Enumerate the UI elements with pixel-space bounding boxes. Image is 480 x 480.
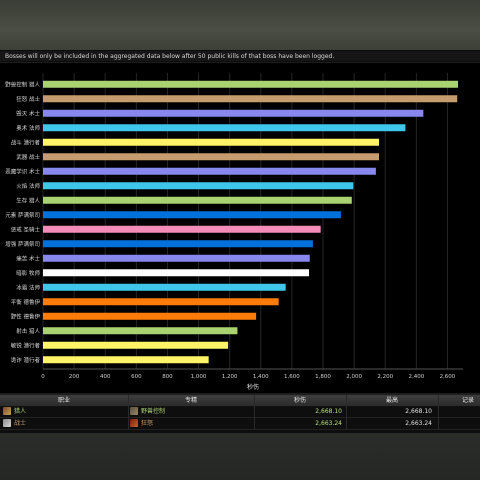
bar [43, 283, 286, 291]
bar-label: 诡诈 潜行者 [11, 356, 41, 364]
ranking-table: 职业 专精 秒伤 最高 记录 猎人 野兽控制 2,668.10 2,668.10… [0, 395, 480, 433]
hunter-icon [3, 407, 11, 415]
aggregation-notice: Bosses will only be included in the aggr… [0, 50, 480, 62]
tick-label: 200 [69, 374, 80, 380]
bar-label: 武器 战士 [16, 153, 40, 161]
bar-label: 射击 猎人 [16, 327, 40, 335]
bar [43, 211, 341, 219]
tick-label: 1,400 [253, 374, 269, 380]
bar-label: 冰霜 法师 [16, 283, 40, 291]
bar-label: 火焰 法师 [16, 182, 40, 190]
column-divider [346, 395, 347, 429]
header-spec[interactable]: 专精 [184, 397, 197, 404]
bar-label: 恶魔学识 术士 [5, 167, 40, 175]
bar [43, 225, 321, 233]
bar-label: 惩戒 圣骑士 [11, 225, 41, 233]
header-max[interactable]: 最高 [385, 397, 398, 404]
bar-label: 战斗 潜行者 [11, 138, 41, 146]
bar [43, 312, 257, 320]
tick-label: 2,200 [377, 374, 393, 380]
beast-mastery-icon [130, 407, 138, 415]
tick-label: 600 [131, 374, 142, 380]
bar [43, 124, 406, 132]
bar [43, 196, 352, 204]
bar [43, 80, 459, 88]
bar [43, 95, 458, 103]
bar-label: 元素 萨满祭司 [5, 211, 40, 219]
row-spec: 狂怒 [141, 420, 154, 427]
bar-label: 平衡 德鲁伊 [11, 298, 41, 306]
bar-label: 敏锐 潜行者 [11, 341, 41, 349]
bar [43, 327, 238, 335]
bar [43, 341, 229, 349]
bar [43, 254, 310, 262]
column-divider [438, 395, 439, 429]
bar-label: 狂怒 战士 [16, 95, 40, 103]
row-class: 战士 [14, 420, 27, 427]
bar-label: 野兽控制 猎人 [5, 80, 40, 88]
bar-label: 暗影 牧师 [16, 269, 40, 277]
bar [43, 356, 209, 364]
tick-label: 2,600 [440, 374, 456, 380]
tick-label: 2,000 [346, 374, 362, 380]
tick-label: 1,800 [315, 374, 331, 380]
table-row[interactable]: 猎人 野兽控制 2,668.10 2,668.10 [0, 406, 480, 418]
row-max: 2,663.24 [405, 420, 432, 427]
x-axis-title: 秒伤 [247, 383, 259, 391]
warrior-icon [3, 419, 11, 427]
bar-label: 痛苦 术士 [16, 254, 40, 262]
bar [43, 182, 354, 190]
bar [43, 138, 379, 146]
bar-label: 毁灭 术士 [16, 109, 40, 117]
column-divider [128, 395, 129, 429]
header-dps[interactable]: 秒伤 [293, 397, 306, 404]
tick-label: 1,200 [222, 374, 238, 380]
bar [43, 240, 313, 248]
bar [43, 167, 376, 175]
bar-label: 奥术 法师 [16, 124, 40, 132]
bar-label: 生存 猎人 [16, 196, 40, 204]
dps-chart-panel: 野兽控制 猎人狂怒 战士毁灭 术士奥术 法师战斗 潜行者 武器 战士恶魔学识 术士… [0, 63, 480, 393]
bar-label: 野性 德鲁伊 [11, 312, 41, 320]
tick-label: 0 [41, 374, 45, 380]
tick-label: 800 [162, 374, 173, 380]
footer-area [0, 433, 480, 480]
bar-label: 增强 萨满祭司 [5, 240, 40, 248]
header-record[interactable]: 记录 [461, 397, 474, 404]
row-class: 猎人 [14, 408, 27, 415]
row-spec: 野兽控制 [141, 408, 166, 415]
bar [43, 298, 279, 306]
bar [43, 109, 424, 117]
row-dps: 2,668.10 [315, 408, 342, 415]
row-dps: 2,663.24 [315, 420, 342, 427]
bar [43, 153, 379, 161]
table-row[interactable]: 战士 狂怒 2,663.24 2,663.24 [0, 418, 480, 430]
tick-label: 400 [100, 374, 111, 380]
table-header: 职业 专精 秒伤 最高 记录 [0, 395, 480, 407]
tick-label: 2,400 [408, 374, 424, 380]
header-banner [0, 0, 480, 50]
bar [43, 269, 309, 277]
tick-label: 1,000 [191, 374, 207, 380]
fury-icon [130, 419, 138, 427]
tick-label: 1,600 [284, 374, 300, 380]
row-max: 2,668.10 [405, 408, 432, 415]
column-divider [254, 395, 255, 429]
header-class[interactable]: 职业 [57, 397, 70, 404]
